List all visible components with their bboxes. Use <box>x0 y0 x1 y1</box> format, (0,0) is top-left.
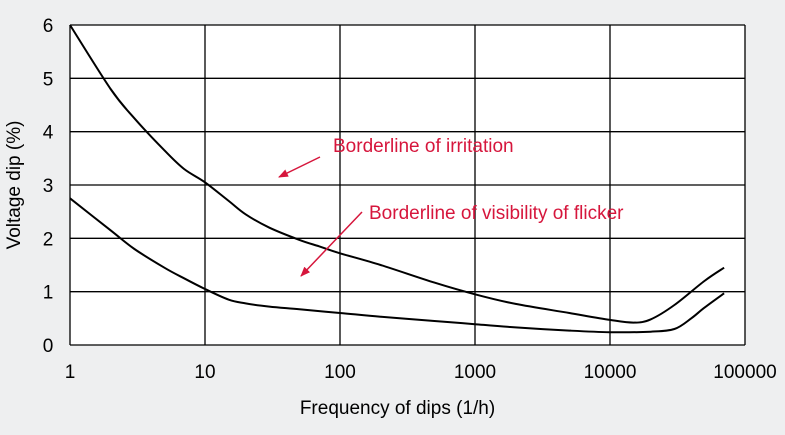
grid <box>69 24 746 346</box>
series-line-1 <box>69 197 725 334</box>
annotation-arrow <box>300 211 363 277</box>
y-tick-label: 1 <box>43 283 54 304</box>
x-axis-label: Frequency of dips (1/h) <box>300 398 495 419</box>
x-tick-label: 10000 <box>584 362 637 383</box>
y-tick-label: 0 <box>43 336 54 357</box>
x-tick-label: 100 <box>324 362 356 383</box>
y-tick-labels: 0 1 2 3 4 5 6 <box>43 16 54 357</box>
x-tick-label: 1000 <box>454 362 496 383</box>
annotation-label: Borderline of irritation <box>333 136 514 157</box>
y-axis-label: Voltage dip (%) <box>4 121 25 250</box>
x-tick-label: 100000 <box>713 362 776 383</box>
y-tick-label: 3 <box>43 176 54 197</box>
y-tick-label: 2 <box>43 229 54 250</box>
x-tick-label: 1 <box>65 362 76 383</box>
x-tick-label: 10 <box>194 362 215 383</box>
y-tick-label: 6 <box>43 16 54 37</box>
series-layer <box>69 24 725 334</box>
annotations: Borderline of irritation Borderline of vi… <box>278 136 624 277</box>
y-tick-label: 4 <box>43 123 54 144</box>
series-line-0 <box>69 24 725 324</box>
annotation-label: Borderline of visibility of flicker <box>369 203 624 224</box>
annotation-arrow <box>278 156 321 178</box>
y-tick-label: 5 <box>43 69 54 90</box>
x-tick-labels: 1 10 100 1000 10000 100000 <box>65 362 777 383</box>
